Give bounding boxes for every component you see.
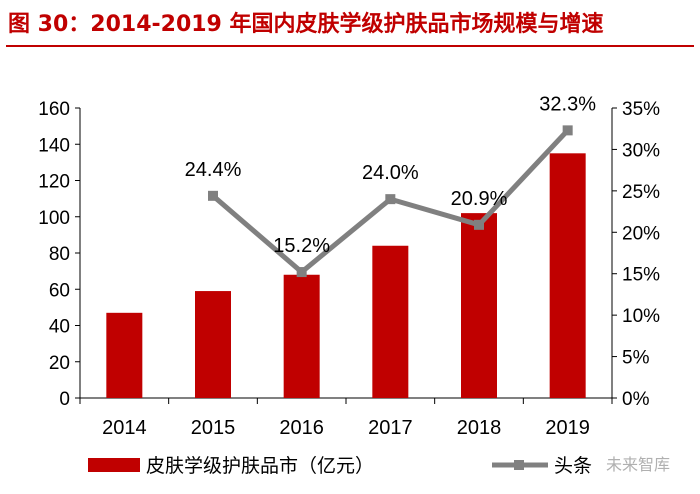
x-tick-label: 2019	[545, 417, 590, 439]
watermark-text: 未来智库	[606, 455, 670, 474]
y-left-tick-label: 20	[49, 353, 70, 374]
growth-point-2016	[296, 267, 307, 278]
y-right-tick-label: 35%	[622, 99, 660, 120]
x-tick-label: 2018	[457, 417, 502, 439]
y-left-tick-label: 120	[38, 172, 70, 193]
title-rule	[6, 45, 694, 47]
x-tick-label: 2016	[279, 417, 324, 439]
legend-label-bar: 皮肤学级护肤品市（亿元）	[146, 455, 374, 477]
legend-swatch-bar	[88, 458, 140, 472]
chart-title: 图 30：2014-2019 年国内皮肤学级护肤品市场规模与增速	[8, 12, 604, 37]
y-left-tick-label: 0	[59, 389, 70, 410]
bar-2019	[549, 153, 586, 398]
y-right-tick-label: 10%	[622, 306, 660, 327]
bar-2018	[461, 213, 497, 398]
growth-data-label: 20.9%	[451, 188, 508, 210]
x-tick-label: 2017	[368, 417, 413, 439]
y-left-tick-label: 80	[49, 244, 70, 265]
growth-data-label: 32.3%	[539, 93, 596, 115]
x-tick-label: 2014	[102, 417, 147, 439]
y-left-tick-label: 140	[38, 135, 70, 156]
growth-point-2015	[208, 190, 218, 201]
y-left-tick-label: 160	[38, 99, 70, 120]
bar-2014	[106, 312, 143, 398]
y-right-tick-label: 0%	[622, 389, 650, 410]
bar-2015	[195, 291, 231, 398]
legend-swatch-marker	[514, 460, 524, 470]
growth-data-label: 15.2%	[273, 235, 330, 257]
y-left-tick-label: 100	[38, 208, 70, 229]
y-right-tick-label: 25%	[622, 182, 660, 203]
growth-point-2018	[474, 219, 484, 230]
x-tick-label: 2015	[191, 417, 236, 439]
y-left-tick-label: 60	[49, 280, 70, 301]
y-right-tick-label: 20%	[622, 223, 660, 244]
bar-2017	[372, 245, 409, 398]
growth-data-label: 24.4%	[185, 159, 242, 181]
y-right-tick-label: 5%	[622, 348, 650, 369]
y-left-tick-label: 40	[49, 317, 70, 338]
y-right-tick-label: 30%	[622, 140, 660, 161]
bar-2016	[283, 274, 320, 398]
y-right-tick-label: 15%	[622, 265, 660, 286]
growth-point-2019	[562, 125, 573, 136]
legend-label-line: 头条	[554, 455, 592, 477]
growth-point-2017	[385, 194, 396, 205]
growth-data-label: 24.0%	[362, 162, 419, 184]
